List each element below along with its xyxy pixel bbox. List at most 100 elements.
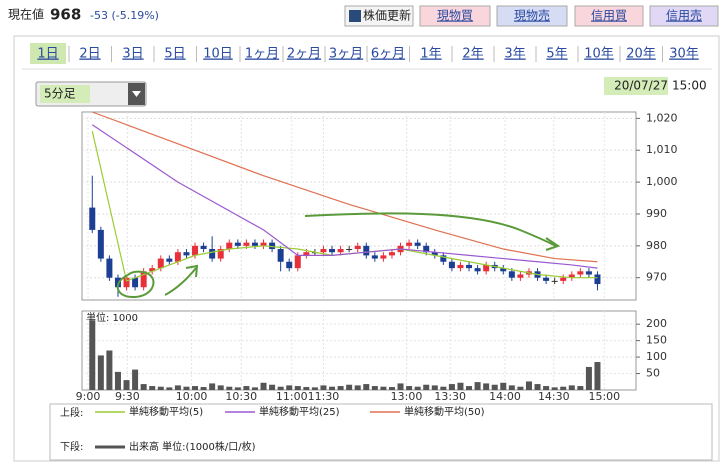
volume-bar xyxy=(209,383,216,390)
y-tick-label: 100 xyxy=(646,350,667,363)
volume-bar xyxy=(132,369,139,390)
volume-bar xyxy=(260,382,267,390)
tab[interactable]: 10日 xyxy=(203,47,233,62)
volume-bar xyxy=(371,386,378,390)
volume-bar xyxy=(577,386,584,390)
volume-bar xyxy=(491,384,498,390)
candle-body xyxy=(209,249,216,259)
candle-body xyxy=(508,271,515,278)
candle-body xyxy=(269,242,276,250)
volume-bar xyxy=(551,387,558,390)
legend-label: 出来高 単位:(1000株/口/枚) xyxy=(129,440,256,453)
tab[interactable]: 1年 xyxy=(420,47,441,62)
y-tick-label: 50 xyxy=(646,367,660,380)
candle-body xyxy=(406,242,413,246)
candle-body xyxy=(320,249,327,253)
candle-body xyxy=(106,258,113,278)
candle-body xyxy=(440,255,447,262)
y-tick-label: 1,010 xyxy=(646,143,678,156)
volume-bar xyxy=(157,386,164,390)
candle-body xyxy=(277,249,284,262)
volume-bar xyxy=(226,386,233,390)
volume-bar xyxy=(166,387,173,390)
candle-body xyxy=(260,242,267,246)
candle-body xyxy=(89,207,96,230)
volume-bar xyxy=(243,386,250,390)
candle-body xyxy=(431,252,438,256)
tab[interactable]: 3ヶ月 xyxy=(329,47,363,62)
tab[interactable]: 1日 xyxy=(37,47,58,62)
x-tick-label: 14:00 xyxy=(489,390,521,403)
tab[interactable]: 5年 xyxy=(546,47,567,62)
legend-label: 単純移動平均(25) xyxy=(259,405,340,418)
tab[interactable]: 6ヶ月 xyxy=(371,47,405,62)
volume-bar xyxy=(414,386,421,390)
candle-body xyxy=(200,245,207,250)
candle-body xyxy=(371,255,378,259)
button[interactable] xyxy=(344,5,414,27)
candle-body xyxy=(560,277,567,281)
tab[interactable]: 20年 xyxy=(626,47,656,62)
candle-body xyxy=(294,255,301,269)
volume-bar xyxy=(329,386,336,390)
volume-bar xyxy=(534,384,541,390)
price: 968 xyxy=(50,6,81,24)
button[interactable] xyxy=(574,5,644,27)
volume-bar xyxy=(346,384,353,390)
x-tick-label: 13:30 xyxy=(434,390,466,403)
candle-body xyxy=(474,268,481,272)
moving-average xyxy=(92,111,598,263)
candle-body xyxy=(140,271,147,288)
tab[interactable]: 1ヶ月 xyxy=(245,47,279,62)
volume-bar xyxy=(277,386,284,390)
candle-body xyxy=(251,242,258,246)
volume-bar xyxy=(423,384,430,390)
volume-bar xyxy=(183,386,190,390)
volume-bar xyxy=(543,386,550,390)
candle-body xyxy=(568,274,575,278)
tab[interactable]: 3日 xyxy=(122,47,143,62)
button[interactable] xyxy=(649,5,719,27)
dropdown-label: 5分足 xyxy=(44,87,76,101)
button-label: 信用買 xyxy=(591,9,627,23)
y-tick-label: 980 xyxy=(646,239,667,252)
volume-bar xyxy=(457,382,464,390)
volume-bar xyxy=(114,371,121,390)
volume-bar xyxy=(517,386,524,390)
y-tick-label: 1,020 xyxy=(646,111,678,124)
volume-bar xyxy=(286,385,293,390)
tab[interactable]: 5日 xyxy=(164,47,185,62)
dropdown-arrow xyxy=(132,91,141,97)
tab[interactable]: 30年 xyxy=(669,47,699,62)
volume-bar xyxy=(500,382,507,390)
tab[interactable]: 2ヶ月 xyxy=(287,47,321,62)
annotation-circle xyxy=(116,270,155,299)
button[interactable] xyxy=(419,5,491,27)
tab[interactable]: 10年 xyxy=(584,47,614,62)
candle-body xyxy=(363,245,370,256)
volume-bar xyxy=(303,387,310,390)
candle-body xyxy=(183,252,190,256)
volume-bar xyxy=(192,386,199,390)
candle-body xyxy=(517,274,524,278)
candle-body xyxy=(329,249,336,253)
volume-bar xyxy=(174,385,181,390)
x-tick-label: 9:00 xyxy=(76,390,101,403)
button[interactable] xyxy=(496,5,568,27)
candle-body xyxy=(380,255,387,259)
volume-bar xyxy=(380,386,387,390)
highlight xyxy=(604,77,668,95)
volume-bar xyxy=(311,387,318,390)
tab[interactable]: 3年 xyxy=(504,47,525,62)
tab[interactable]: 2年 xyxy=(462,47,483,62)
date: 20/07/27 xyxy=(614,79,668,93)
volume-bar xyxy=(440,386,447,390)
candle-body xyxy=(303,252,310,256)
tab[interactable]: 2日 xyxy=(79,47,100,62)
volume-bar xyxy=(568,385,575,390)
volume-panel xyxy=(81,310,637,391)
refresh-icon xyxy=(349,10,361,22)
candle-body xyxy=(286,261,293,269)
volume-bar xyxy=(89,320,96,390)
candle-body xyxy=(132,277,139,288)
